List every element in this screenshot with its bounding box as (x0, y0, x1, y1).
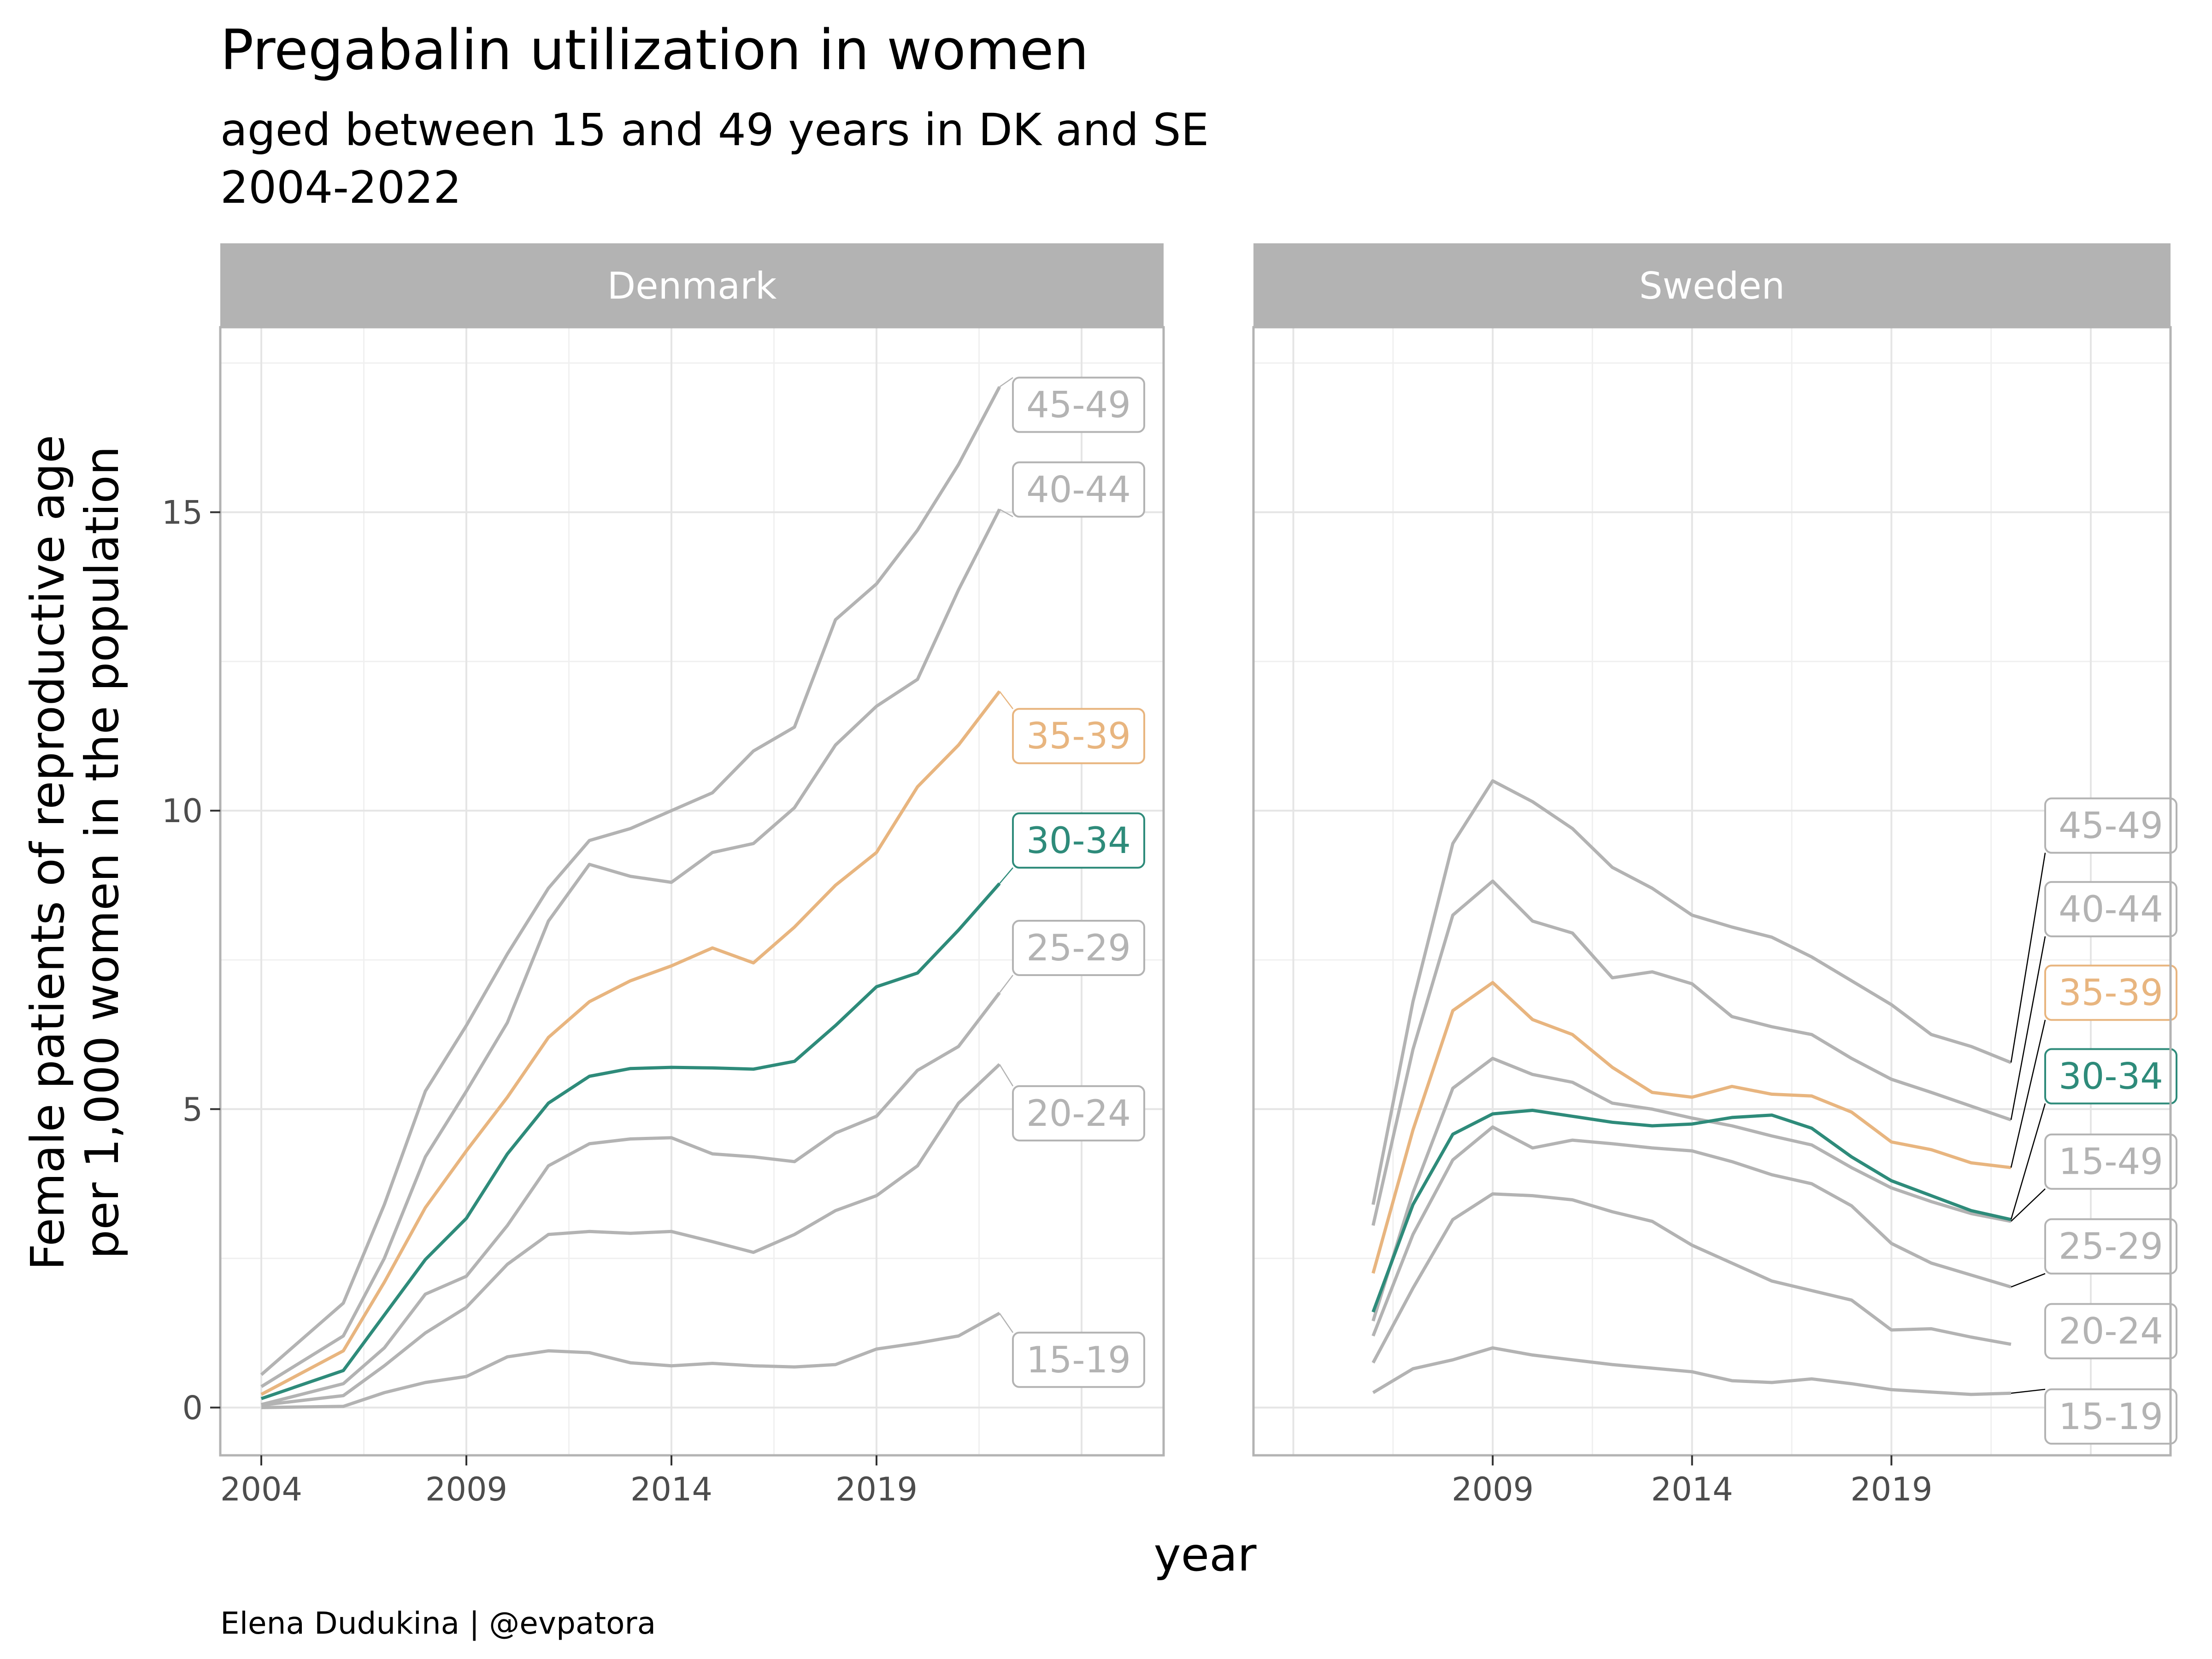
series-label-20-24: 20-24 (1026, 1093, 1131, 1135)
panel-border-sweden (1252, 326, 2172, 1457)
series-line-30-34 (260, 882, 1001, 1400)
label-leader-25-29 (2011, 1273, 2046, 1288)
series-label-45-49: 45-49 (2059, 806, 2163, 847)
series-line-40-44 (260, 508, 1001, 1388)
label-leader-15-49 (2011, 1188, 2046, 1222)
series-label-30-34: 30-34 (2059, 1056, 2163, 1098)
x-tick-label: 2014 (1651, 1471, 1733, 1508)
series-line-45-49 (260, 386, 1001, 1376)
caption: Elena Dudukina | @evpatora (220, 1606, 656, 1641)
chart-subtitle-line1: aged between 15 and 49 years in DK and S… (220, 104, 1209, 156)
label-box-25-29 (2044, 1218, 2177, 1275)
series-label-40-44: 40-44 (2059, 889, 2163, 930)
label-box-25-29 (1012, 920, 1145, 977)
x-axis-title: year (1153, 1528, 1257, 1582)
series-line-15-19 (1372, 1346, 2012, 1396)
series-line-40-44 (1371, 879, 2012, 1226)
series-label-15-49: 15-49 (2059, 1141, 2163, 1183)
label-leader-35-39 (2010, 1019, 2046, 1168)
label-box-15-19 (1012, 1331, 1145, 1388)
label-box-20-24 (1012, 1085, 1145, 1141)
strip-label-denmark: Denmark (607, 265, 777, 307)
series-line-15-49 (1371, 1057, 2012, 1322)
series-label-40-44: 40-44 (1026, 469, 1131, 511)
label-leader-25-29 (999, 975, 1013, 993)
label-box-15-19 (2044, 1388, 2177, 1445)
series-line-25-29 (1371, 1125, 2012, 1337)
label-box-35-39 (2044, 965, 2177, 1021)
x-tick-label: 2014 (630, 1471, 712, 1508)
series-label-30-34: 30-34 (1026, 820, 1131, 862)
panel-border-denmark (219, 326, 1165, 1457)
label-box-35-39 (1012, 708, 1145, 765)
label-box-20-24 (2044, 1303, 2177, 1359)
label-leader-20-24 (999, 1064, 1014, 1087)
series-label-15-19: 15-19 (1026, 1340, 1131, 1381)
label-box-30-34 (1012, 812, 1145, 869)
series-line-35-39 (1371, 981, 2012, 1274)
x-tick-label: 2019 (1850, 1471, 1932, 1508)
series-label-45-49: 45-49 (1026, 384, 1131, 426)
panel-denmark: Denmark 45-49 40-44 35-39 30-34 25-29 20-24 15-… (162, 243, 1165, 1508)
series-label-35-39: 35-39 (2059, 972, 2163, 1014)
y-tick-label: 10 (162, 792, 203, 830)
series-line-20-24 (1371, 1192, 2012, 1364)
label-leader-40-44 (999, 508, 1013, 518)
y-tick-label: 15 (162, 494, 203, 532)
series-label-15-19: 15-19 (2059, 1396, 2163, 1438)
y-axis-title-line1: Female patients of reproductive age (21, 435, 75, 1271)
series-label-25-29: 25-29 (2059, 1226, 2163, 1268)
label-leader-45-49 (999, 377, 1013, 388)
plot-area-denmark (220, 327, 1164, 1455)
x-tick-label: 2009 (1452, 1471, 1534, 1508)
label-box-40-44 (2044, 881, 2177, 937)
label-box-40-44 (1012, 461, 1145, 518)
y-axis-title-line2: per 1,000 women in the population (75, 446, 129, 1259)
series-label-25-29: 25-29 (1026, 928, 1131, 969)
series-line-20-24 (261, 1063, 1001, 1407)
series-line-35-39 (260, 690, 1001, 1396)
label-leader-15-19 (999, 1313, 1014, 1333)
label-box-30-34 (2044, 1048, 2177, 1105)
strip-denmark (220, 243, 1164, 327)
series-line-25-29 (261, 992, 1001, 1406)
strip-label-sweden: Sweden (1639, 265, 1785, 307)
label-leader-30-34 (999, 867, 1013, 884)
series-line-45-49 (1371, 779, 2012, 1205)
x-tick-label: 2009 (425, 1471, 507, 1508)
chart-subtitle-line2: 2004-2022 (220, 162, 461, 213)
label-leader-30-34 (2010, 1103, 2046, 1220)
label-leader-40-44 (2010, 936, 2046, 1120)
x-tick-label: 2004 (220, 1471, 302, 1508)
label-box-15-49 (2044, 1133, 2177, 1190)
label-box-45-49 (1012, 377, 1145, 433)
x-tick-label: 2019 (835, 1471, 918, 1508)
y-tick-label: 5 (182, 1091, 203, 1129)
series-line-30-34 (1371, 1108, 2012, 1313)
series-line-15-19 (261, 1312, 1000, 1409)
label-leader-35-39 (999, 691, 1013, 709)
series-label-20-24: 20-24 (2059, 1311, 2163, 1353)
strip-sweden (1253, 243, 2171, 327)
plot-area-sweden (1253, 327, 2171, 1455)
panel-sweden: Sweden 45-49 40-44 35-39 30-34 15-49 25-29 20-2… (1252, 243, 2177, 1508)
series-label-35-39: 35-39 (1026, 716, 1131, 757)
label-leader-15-19 (2011, 1388, 2046, 1394)
y-tick-label: 0 (182, 1389, 203, 1427)
label-leader-45-49 (2010, 853, 2046, 1063)
label-box-45-49 (2044, 797, 2177, 854)
chart-title: Pregabalin utilization in women (220, 18, 1089, 82)
